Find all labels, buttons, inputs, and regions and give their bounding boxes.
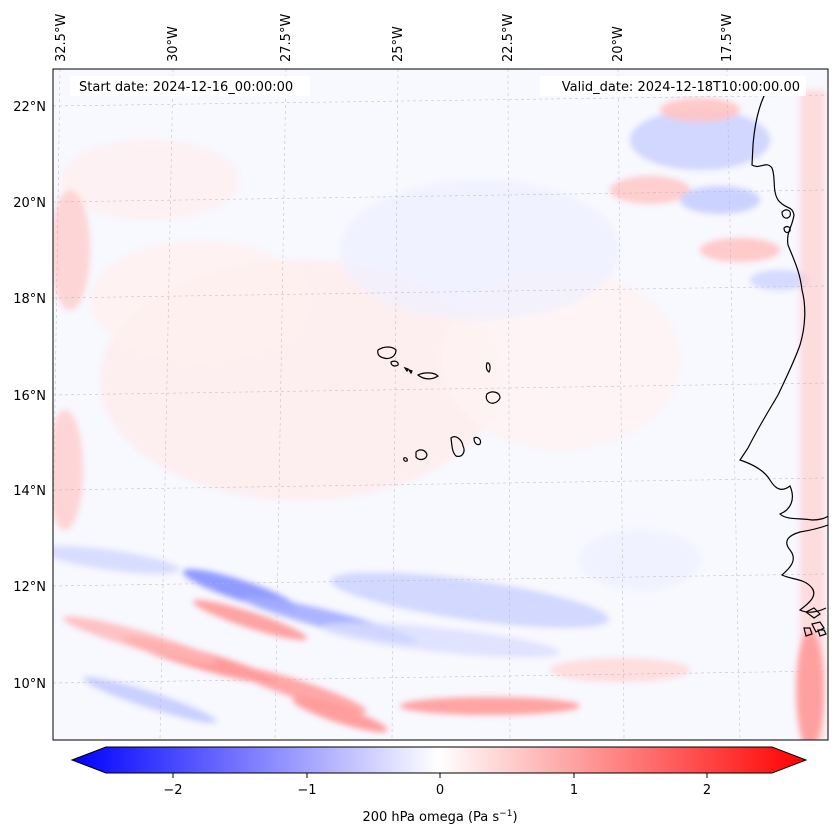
lat-label: 18°N	[13, 292, 46, 307]
lon-label: 25°W	[391, 26, 406, 62]
cape-verde-small	[403, 366, 413, 375]
lon-label: 22.5°W	[501, 14, 516, 62]
omega-field	[53, 90, 825, 740]
cape-verde-sao-nicolau	[416, 372, 439, 380]
bijagos-islands	[803, 607, 827, 637]
lat-label: 14°N	[13, 484, 46, 499]
colorbar-label-text: 200 hPa omega (Pa s	[362, 810, 499, 825]
map-frame	[52, 68, 829, 741]
colorbar-label-end: )	[512, 810, 517, 825]
colorbar-bar	[70, 746, 808, 774]
banc-arguin-islands	[781, 209, 791, 234]
africa-coastline	[739, 84, 828, 521]
cape-verde-santiago	[450, 436, 465, 457]
colorbar-tick-label: 1	[570, 783, 578, 798]
colorbar-ticks	[172, 773, 708, 778]
lat-label: 10°N	[13, 677, 46, 692]
lat-label: 12°N	[13, 580, 46, 595]
cape-verde-fogo	[415, 449, 428, 461]
lon-label: 32.5°W	[54, 14, 69, 62]
colorbar-label-sup: −1	[499, 809, 512, 819]
lat-label: 20°N	[13, 196, 46, 211]
africa-coastline-south	[780, 524, 828, 613]
lat-label: 16°N	[13, 389, 46, 404]
cape-verde-santo-antao	[377, 346, 397, 360]
valid-date-label: Valid_date: 2024-12-18T10:00:00.00	[562, 80, 800, 95]
colorbar-tick-label: 0	[436, 783, 444, 798]
latitude-labels: 22°N 20°N 18°N 16°N 14°N 12°N 10°N	[13, 100, 46, 692]
cape-verde-brava	[403, 457, 408, 462]
cape-verde-sal	[485, 362, 491, 373]
colorbar-tick-label: −2	[163, 783, 182, 798]
lat-label: 22°N	[13, 100, 46, 115]
coastlines	[377, 84, 828, 637]
cape-verde-maio	[473, 436, 482, 446]
lon-label: 17.5°W	[720, 14, 735, 62]
longitude-labels: 32.5°W 30°W 27.5°W 25°W 22.5°W 20°W 17.5…	[54, 14, 735, 62]
lon-label: 30°W	[166, 26, 181, 62]
colorbar-tick-label: 2	[703, 783, 711, 798]
cape-verde-boa-vista	[485, 391, 501, 404]
colorbar-label: 200 hPa omega (Pa s−1)	[362, 809, 517, 825]
valid-date-box	[540, 76, 806, 96]
colorbar-tick-label: −1	[297, 783, 316, 798]
start-date-box	[70, 76, 310, 96]
cape-verde-sao-vicente	[390, 360, 399, 367]
lon-label: 20°W	[611, 26, 626, 62]
start-date-label: Start date: 2024-12-16_00:00:00	[79, 80, 293, 95]
colorbar: −2 −1 0 1 2 200 hPa omega (Pa s−1)	[70, 746, 808, 825]
graticule	[53, 69, 828, 740]
lon-label: 27.5°W	[279, 14, 294, 62]
